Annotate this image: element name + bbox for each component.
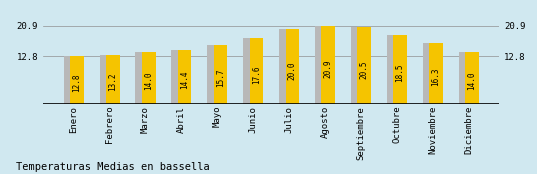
Bar <box>135 52 149 104</box>
Bar <box>357 27 371 104</box>
Bar <box>214 45 227 104</box>
Bar <box>178 50 192 104</box>
Bar <box>207 45 221 104</box>
Bar <box>322 26 335 104</box>
Text: 14.0: 14.0 <box>467 72 476 90</box>
Bar <box>279 29 293 104</box>
Text: 20.9: 20.9 <box>324 60 333 78</box>
Bar <box>250 38 263 104</box>
Bar <box>64 56 77 104</box>
Bar <box>459 52 472 104</box>
Bar <box>429 43 443 104</box>
Text: 13.2: 13.2 <box>108 73 118 91</box>
Bar <box>243 38 257 104</box>
Bar <box>286 29 299 104</box>
Bar <box>465 52 478 104</box>
Text: 14.4: 14.4 <box>180 71 189 89</box>
Bar <box>70 56 84 104</box>
Bar <box>423 43 436 104</box>
Bar <box>387 35 401 104</box>
Text: Temperaturas Medias en bassella: Temperaturas Medias en bassella <box>16 162 210 172</box>
Text: 12.8: 12.8 <box>72 74 82 92</box>
Text: 17.6: 17.6 <box>252 65 261 84</box>
Text: 15.7: 15.7 <box>216 69 225 87</box>
Bar <box>171 50 185 104</box>
Bar <box>393 35 407 104</box>
Bar <box>142 52 156 104</box>
Bar <box>106 55 120 104</box>
Bar <box>99 55 113 104</box>
Text: 20.5: 20.5 <box>360 61 369 79</box>
Text: 18.5: 18.5 <box>396 64 404 82</box>
Bar <box>315 26 329 104</box>
Text: 20.0: 20.0 <box>288 61 297 80</box>
Bar <box>351 27 365 104</box>
Text: 14.0: 14.0 <box>144 72 153 90</box>
Text: 16.3: 16.3 <box>431 68 440 86</box>
